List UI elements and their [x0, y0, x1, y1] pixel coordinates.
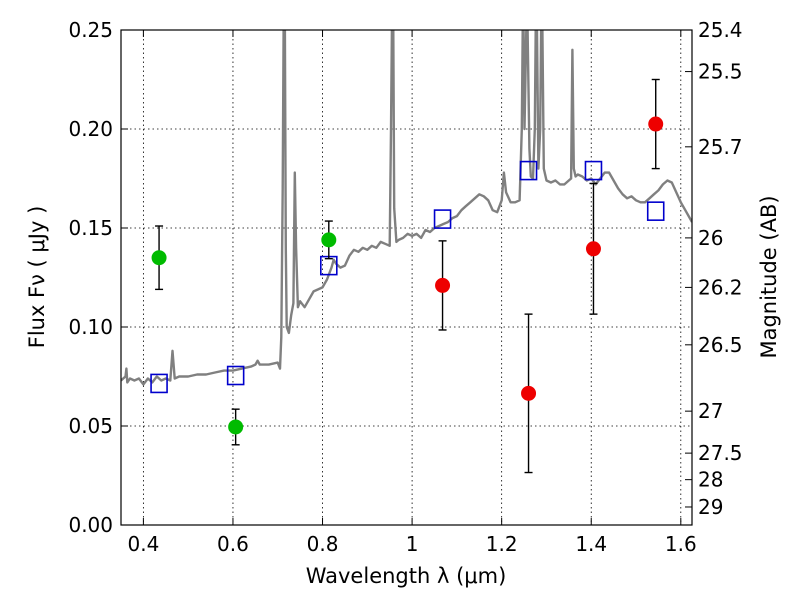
- model-flux-square-2-3: [433, 209, 452, 229]
- x-tick-label: 1: [406, 532, 419, 556]
- y-tick-label: 0.20: [68, 117, 113, 141]
- model-spectrum-layer: [121, 30, 692, 386]
- mag-tick-label: 26: [698, 226, 723, 250]
- mag-tick-label: 25.4: [698, 18, 743, 42]
- mag-tick-label: 27: [698, 399, 723, 423]
- mag-tick-label: 26.5: [698, 333, 743, 357]
- flux-point-1-0: [435, 277, 451, 293]
- spectrum-line: [121, 30, 692, 386]
- model-flux-square-2-6: [646, 201, 665, 221]
- axis-ticks: 0.4 0.6 0.8 1 1.2 1.4 1.6 0.00 0.05 0.10 0.15 0.20 0…: [68, 18, 742, 556]
- x-axis-label: Wavelength λ (μm): [306, 564, 507, 588]
- x-tick-label: 1.4: [575, 532, 607, 556]
- model-flux-square-2-4: [519, 160, 538, 181]
- y-axis-label: Flux Fν ( μJy ): [25, 206, 49, 349]
- x-tick-label: 0.8: [307, 532, 339, 556]
- mag-tick-label: 25.7: [698, 135, 743, 159]
- flux-point-1-2: [585, 241, 601, 257]
- x-tick-label: 1.6: [665, 532, 697, 556]
- mag-tick-label: 25.5: [698, 60, 743, 84]
- y-tick-label: 0.25: [68, 18, 113, 42]
- y-tick-label: 0.05: [68, 414, 113, 438]
- photometry-markers: [150, 78, 665, 474]
- plot-frame: [120, 29, 693, 526]
- x-tick-label: 1.2: [486, 532, 518, 556]
- model-flux-square-2-1: [226, 365, 245, 386]
- y-tick-label: 0.10: [68, 315, 113, 339]
- y2-axis-label: Magnitude (AB): [757, 195, 781, 358]
- model-flux-square-2-0: [150, 373, 168, 394]
- y-tick-label: 0.15: [68, 216, 113, 240]
- x-tick-label: 0.4: [127, 532, 159, 556]
- flux-point-1-1: [521, 385, 537, 401]
- mag-tick-label: 27.5: [698, 441, 743, 465]
- flux-point-1-3: [648, 116, 664, 132]
- mag-tick-label: 28: [698, 468, 723, 492]
- mag-tick-label: 29: [698, 495, 723, 519]
- model-flux-square-2-5: [584, 160, 603, 181]
- y-tick-label: 0.00: [68, 513, 113, 537]
- mag-tick-label: 26.2: [698, 275, 743, 299]
- flux-point-0-1: [228, 419, 244, 435]
- flux-point-0-0: [151, 250, 167, 266]
- flux-point-0-2: [321, 232, 337, 248]
- x-tick-label: 0.6: [217, 532, 249, 556]
